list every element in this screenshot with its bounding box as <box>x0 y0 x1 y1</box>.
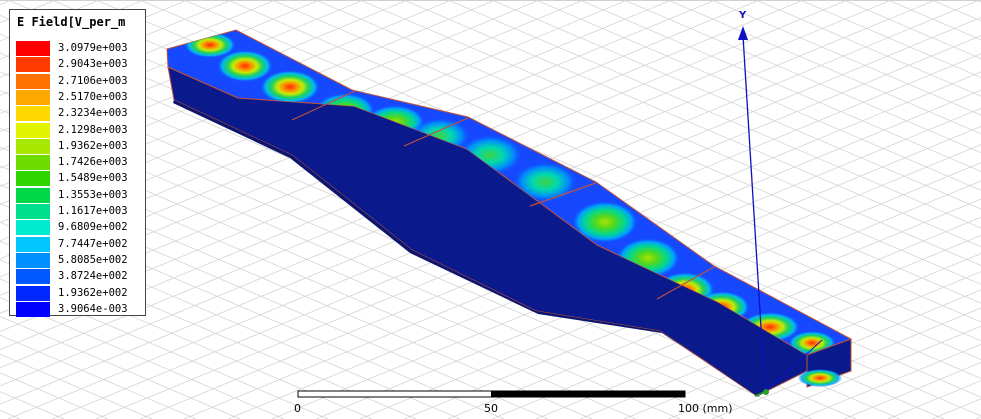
grid-line <box>183 0 981 342</box>
legend-value: 1.9362e+002 <box>58 286 128 299</box>
legend-swatch <box>16 204 50 219</box>
grid-line <box>579 253 981 419</box>
grid-line <box>51 35 981 419</box>
legend-swatch <box>16 57 50 73</box>
legend-value: 2.9043e+003 <box>58 58 128 71</box>
grid-line <box>0 315 241 419</box>
legend-swatch <box>16 252 50 268</box>
viewport-border <box>0 0 981 1</box>
legend-swatch <box>16 285 50 301</box>
scale-label-50: 50 <box>484 402 498 415</box>
grid-line <box>0 146 637 419</box>
legend-value: 1.9362e+003 <box>58 139 128 152</box>
legend-swatch <box>16 171 50 187</box>
grid-line <box>711 307 981 419</box>
legend-value: 9.6809e+002 <box>58 221 128 234</box>
y-axis-label: Y <box>739 10 747 21</box>
grid-line <box>799 0 981 78</box>
grid-line <box>755 0 981 97</box>
legend-swatch <box>16 301 50 317</box>
grid-line <box>667 289 981 419</box>
legend-value: 2.7106e+003 <box>58 74 128 87</box>
grid-line <box>271 125 981 419</box>
grid-line <box>139 71 981 419</box>
field-legend[interactable]: E Field[V_per_m 3.0979e+003 2.9043e+003 2.… <box>9 9 146 317</box>
coordinate-axes <box>738 26 823 397</box>
grid-line <box>623 271 981 419</box>
grid-line <box>183 89 981 419</box>
legend-value: 2.1298e+003 <box>58 123 128 136</box>
grid-line <box>0 0 453 187</box>
end-face-hotspot <box>798 369 842 387</box>
legend-swatch <box>16 138 50 154</box>
legend-swatch <box>16 187 50 203</box>
grid-line <box>0 297 285 419</box>
scale-label-100: 100 (mm) <box>678 402 733 415</box>
grid-line <box>0 71 813 419</box>
legend-value: 3.9064e-003 <box>58 302 128 315</box>
grid-line <box>0 240 417 419</box>
grid-line <box>0 221 461 419</box>
legend-swatch <box>16 122 50 138</box>
grid-line <box>0 127 681 419</box>
legend-value: 5.8085e+002 <box>58 253 128 266</box>
legend-swatch <box>16 269 50 285</box>
grid-line <box>359 0 981 266</box>
legend-value: 2.5170e+003 <box>58 90 128 103</box>
scale-label-0: 0 <box>294 402 301 415</box>
legend-value: 1.5489e+003 <box>58 172 128 185</box>
waveguide-side-lower <box>173 100 760 397</box>
grid-line <box>315 0 981 285</box>
grid-line <box>0 90 769 419</box>
grid-line <box>271 0 981 304</box>
legend-swatch <box>16 41 50 56</box>
grid-line <box>535 0 981 191</box>
scale-bar-fill <box>491 391 685 397</box>
legend-value: 1.1617e+003 <box>58 205 128 217</box>
legend-title: E Field[V_per_m <box>17 15 126 29</box>
grid-line <box>623 0 981 154</box>
grid-line <box>403 0 981 248</box>
legend-swatch <box>16 220 50 236</box>
grid-line <box>579 0 981 172</box>
grid-line <box>0 278 329 419</box>
grid-line <box>491 0 981 210</box>
grid-line <box>95 53 981 419</box>
legend-value: 2.3234e+003 <box>58 107 128 120</box>
grid-line <box>711 0 981 116</box>
grid-line <box>0 259 373 419</box>
grid-line <box>667 0 981 135</box>
legend-value: 3.0979e+003 <box>58 42 128 54</box>
legend-swatch <box>16 236 50 252</box>
grid-line <box>447 0 981 229</box>
grid-line <box>0 334 197 419</box>
legend-value: 1.7426e+003 <box>58 156 128 169</box>
legend-swatch <box>16 89 50 105</box>
grid-line <box>227 107 981 419</box>
segment-seams <box>291 90 715 300</box>
legend-swatch <box>16 155 50 171</box>
legend-value: 3.8724e+002 <box>58 270 128 283</box>
legend-swatch <box>16 106 50 122</box>
grid-line <box>7 17 981 419</box>
legend-swatch <box>16 73 50 89</box>
legend-value: 1.3553e+003 <box>58 188 128 201</box>
legend-value: 7.7447e+002 <box>58 237 128 250</box>
grid-line <box>227 0 981 323</box>
grid-line <box>0 109 725 419</box>
